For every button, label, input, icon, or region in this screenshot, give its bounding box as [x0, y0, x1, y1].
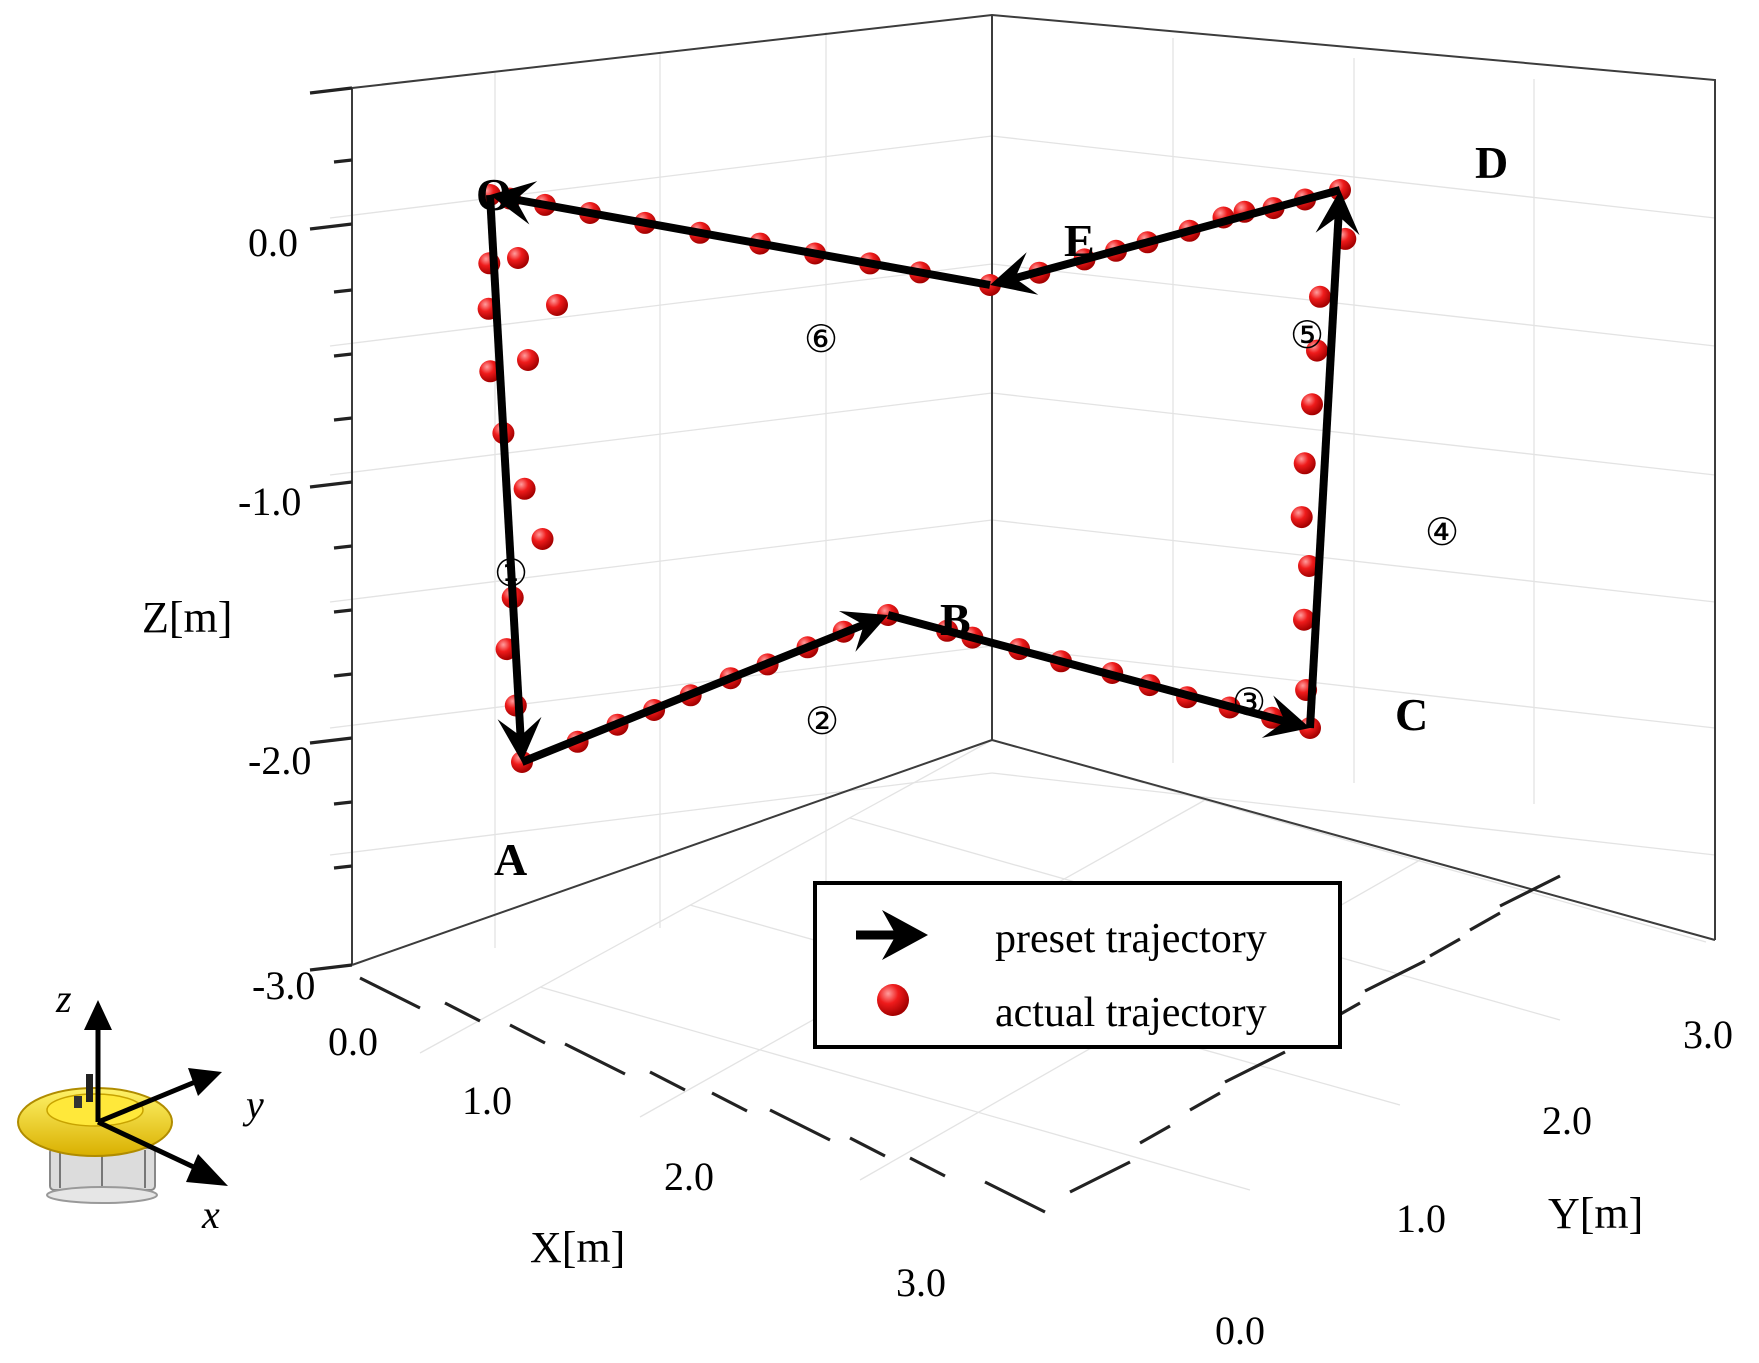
y-axis-ticks [1069, 874, 1561, 1194]
waypoint-label-a: A [494, 834, 527, 885]
actual-trajectory-point-7 [531, 528, 554, 550]
preset-arrowhead-2 [838, 610, 888, 652]
waypoint-label-c: C [1395, 689, 1428, 740]
preset-arrowhead-1 [497, 716, 542, 762]
actual-trajectory-point-33 [1298, 555, 1320, 577]
y-tick-label: 2.0 [1542, 1098, 1592, 1143]
actual-trajectory-point-38 [1309, 285, 1331, 308]
preset-arrowhead-5 [990, 252, 1039, 295]
z-tick-label: -3.0 [252, 963, 315, 1008]
actual-trajectory-point-34 [1290, 506, 1313, 529]
y-tick-label: 1.0 [1396, 1196, 1446, 1241]
z-tick-label: 0.0 [248, 220, 298, 265]
waypoint-label-b: B [940, 594, 971, 645]
segment-label-3: ③ [1232, 682, 1266, 724]
preset-arrowhead-3 [1261, 695, 1310, 738]
segment-label-5: ⑤ [1290, 315, 1324, 357]
x-axis-title: X[m] [530, 1223, 625, 1272]
preset-arrowhead-4 [1315, 190, 1360, 236]
waypoint-label-e: E [1064, 215, 1095, 266]
waypoint-label-o: O [476, 169, 512, 220]
x-tick-label: 0.0 [328, 1019, 378, 1064]
inset-axes [84, 1000, 228, 1186]
actual-trajectory-point-60 [507, 247, 529, 269]
preset-segment-4 [1306, 207, 1343, 729]
segment-labels: ① ② ③ ④ ⑤ ⑥ [494, 315, 1459, 743]
legend-box [813, 881, 1342, 1049]
z-tick-label: -1.0 [238, 479, 301, 524]
segment-label-6: ⑥ [804, 319, 838, 361]
actual-trajectory-point-32 [1293, 608, 1315, 631]
legend: preset trajectory actual trajectory [813, 881, 1342, 1049]
tick-labels: 0.0 -1.0 -2.0 -3.0 0.0 1.0 2.0 3.0 0.0 1… [238, 220, 1733, 1353]
actual-trajectory-point-36 [1301, 393, 1323, 416]
inset-axis-label-y: y [242, 1082, 264, 1127]
preset-segment-5 [1006, 186, 1342, 285]
legend-dot-icon [877, 984, 909, 1016]
x-axis-ticks [359, 976, 1046, 1214]
segment-label-1: ① [494, 553, 528, 595]
x-tick-label: 2.0 [664, 1154, 714, 1199]
y-axis-title: Y[m] [1548, 1189, 1643, 1238]
preset-arrowhead-6 [490, 181, 538, 225]
preset-trajectory-arrows [486, 181, 1360, 766]
underwater-vehicle-icon [17, 1074, 173, 1204]
grid-lines [329, 32, 1716, 1191]
y-tick-label: 3.0 [1683, 1012, 1733, 1057]
actual-trajectory-point-37 [1306, 339, 1328, 362]
x-tick-label: 3.0 [896, 1260, 946, 1305]
legend-arrow-icon [856, 910, 928, 960]
x-tick-label: 1.0 [462, 1078, 512, 1123]
z-axis-title: Z[m] [142, 593, 232, 642]
actual-trajectory-point-62 [517, 349, 539, 371]
inset-axis-label-z: z [55, 976, 72, 1021]
legend-label-preset: preset trajectory [995, 916, 1267, 962]
segment-label-2: ② [805, 701, 839, 743]
preset-segment-6 [507, 194, 991, 289]
preset-segment-3 [886, 611, 1294, 728]
waypoint-label-d: D [1475, 137, 1508, 188]
preset-segment-1 [486, 194, 525, 745]
actual-trajectory-point-35 [1293, 452, 1316, 475]
segment-label-4: ④ [1425, 512, 1459, 554]
legend-label-actual: actual trajectory [995, 990, 1267, 1036]
actual-trajectory-point-6 [513, 477, 536, 500]
preset-segment-2 [520, 617, 873, 766]
y-tick-label: 0.0 [1215, 1308, 1265, 1353]
inset-axis-label-x: x [201, 1192, 220, 1237]
axes-frame [351, 13, 1716, 966]
vehicle-frame-inset: z y x [17, 976, 264, 1237]
actual-trajectory-point-61 [546, 294, 568, 316]
z-axis-ticks [309, 86, 353, 972]
waypoint-labels: O A B C D E [476, 137, 1508, 885]
z-tick-label: -2.0 [248, 738, 311, 783]
